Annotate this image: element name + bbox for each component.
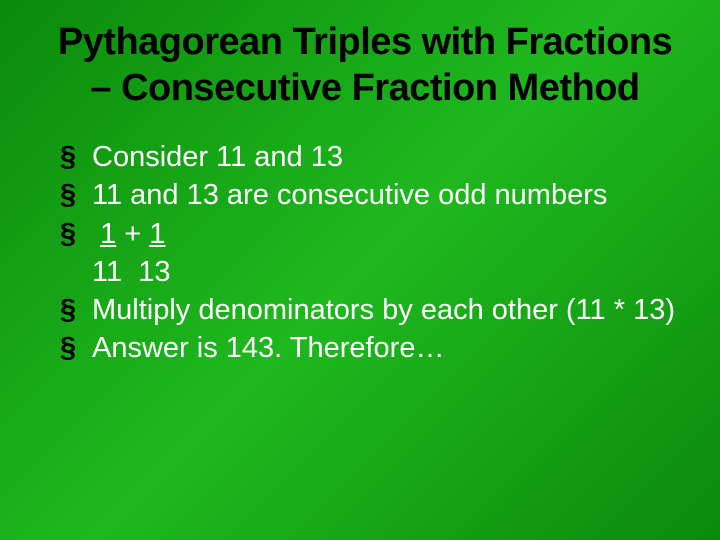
slide-title: Pythagorean Triples with Fractions – Con… [50, 20, 680, 111]
bullet-item: Answer is 143. Therefore… [60, 330, 680, 366]
fraction-numerators: 1 + 1 [92, 218, 165, 250]
fraction-denominators: 11 13 [50, 254, 680, 290]
fraction-den-left: 11 [92, 256, 122, 288]
fraction-num-left: 1 [100, 218, 116, 250]
bullet-list-continued: Multiply denominators by each other (11 … [50, 292, 680, 367]
fraction-den-right: 13 [138, 256, 170, 288]
bullet-list: Consider 11 and 13 11 and 13 are consecu… [50, 139, 680, 252]
fraction-num-right: 1 [149, 218, 165, 250]
fraction-operator: + [124, 218, 141, 250]
bullet-item-fraction: 1 + 1 [60, 216, 680, 252]
bullet-item: 11 and 13 are consecutive odd numbers [60, 177, 680, 213]
bullet-item: Consider 11 and 13 [60, 139, 680, 175]
bullet-item: Multiply denominators by each other (11 … [60, 292, 680, 328]
